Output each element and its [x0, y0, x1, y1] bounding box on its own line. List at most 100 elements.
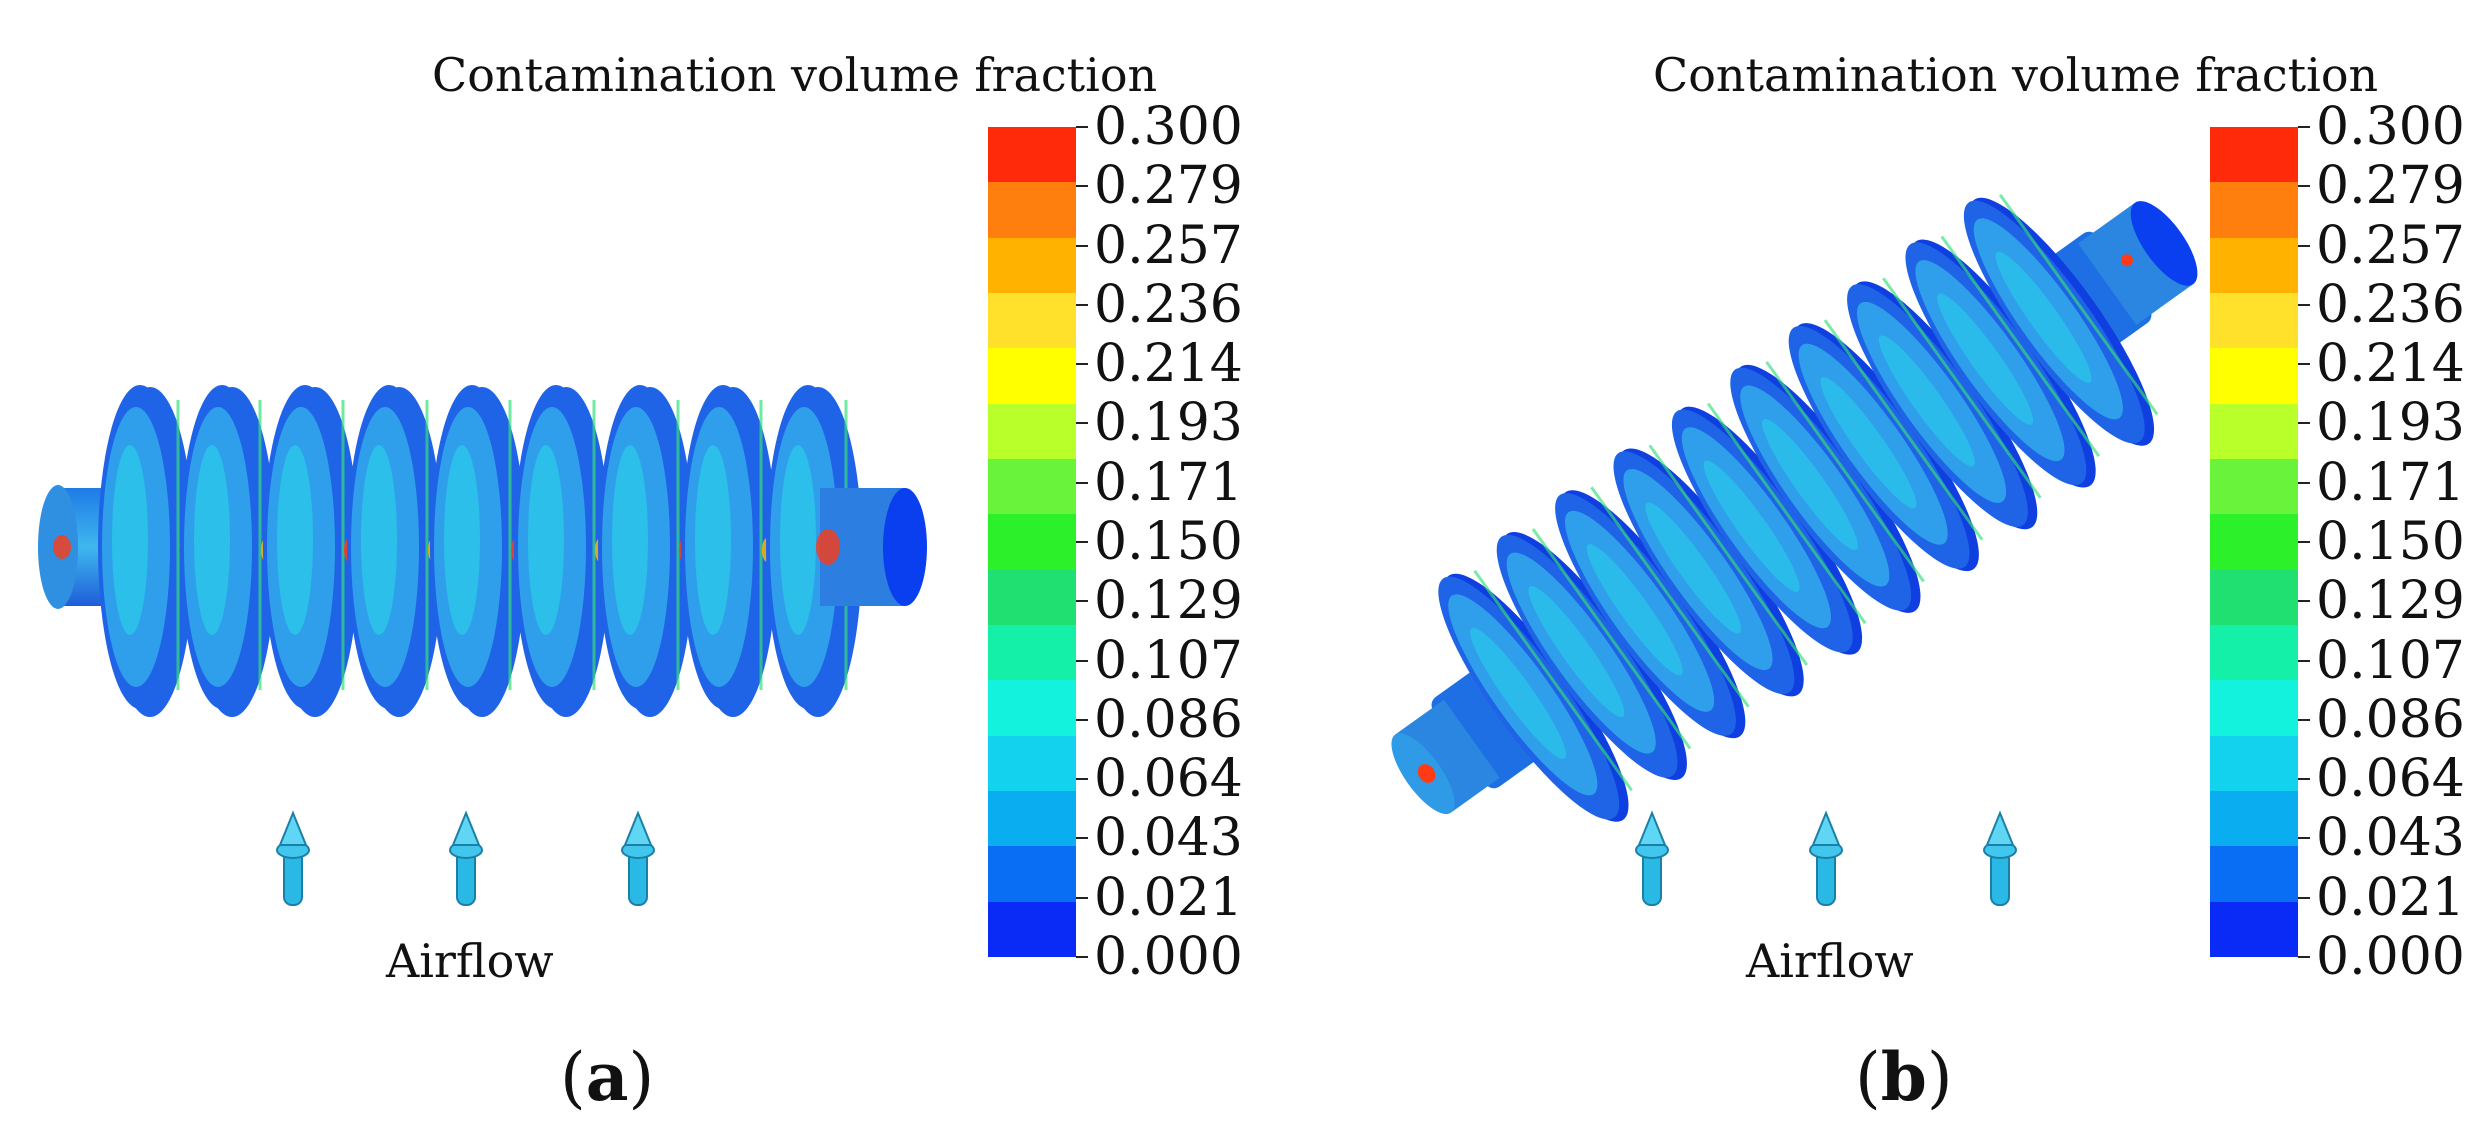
colorbar-swatch — [988, 846, 1076, 903]
shed-highlight — [1470, 627, 1566, 759]
airflow-arrow-head — [278, 810, 308, 846]
colorbar-swatch — [988, 348, 1076, 405]
colorbar-swatch — [988, 127, 1076, 183]
shed-highlight — [1762, 418, 1858, 551]
colorbar-tick-label: 0.000 — [1094, 927, 1243, 987]
colorbar-tick — [2298, 422, 2310, 425]
colorbar-swatch — [2210, 791, 2298, 847]
shed-highlight — [1995, 251, 2092, 383]
colorbar-tick — [2298, 718, 2310, 721]
colorbar-tick — [1076, 126, 1088, 128]
colorbar-tick-label: 0.214 — [1094, 334, 1243, 395]
end-fitting-right — [2078, 202, 2194, 325]
colorbar-tick — [1076, 422, 1088, 425]
insulator-core-group — [1391, 193, 2198, 822]
shed-highlight — [277, 445, 313, 635]
airflow-arrow-head — [1985, 810, 2015, 846]
legend-title: Contamination volume fraction — [1653, 48, 2379, 102]
colorbar-tick — [2298, 837, 2310, 840]
colorbar-tick — [1076, 837, 1088, 840]
colorbar-tick — [1076, 541, 1088, 543]
colorbar-tick — [1076, 718, 1088, 721]
insulator-model-tilted — [1391, 193, 2198, 906]
colorbar-tick-label: 0.086 — [1094, 689, 1243, 750]
colorbar-swatch — [2210, 237, 2298, 294]
shed-highlight — [695, 445, 731, 635]
colorbar-swatch — [988, 791, 1076, 847]
colorbar-tick — [2298, 363, 2310, 366]
shed-rim — [1940, 235, 2101, 457]
colorbar-swatch — [2210, 846, 2298, 903]
colorbar-swatch — [2210, 182, 2298, 239]
airflow-label: Airflow — [386, 934, 554, 988]
colorbar-swatch — [988, 237, 1076, 294]
colorbar-swatch — [2210, 680, 2298, 737]
shed-highlight — [1645, 502, 1742, 634]
colorbar-tick — [1076, 600, 1088, 603]
colorbar-tick — [2298, 126, 2310, 128]
colorbar-tick — [1076, 778, 1088, 781]
colorbar-swatch — [2210, 127, 2298, 183]
colorbar-swatch — [988, 901, 1076, 958]
panel-b: Contamination volume fraction 0.300 0.279… — [1239, 0, 2478, 1143]
shed-rim — [1531, 528, 1692, 750]
colorbar-swatch — [988, 625, 1076, 681]
panel-tag: (b) — [1855, 1038, 1953, 1116]
colorbar-swatch — [2210, 569, 2298, 626]
legend-title: Contamination volume fraction — [432, 48, 1158, 102]
colorbar-tick-label: 0.257 — [1094, 215, 1243, 276]
shed-highlight — [1586, 544, 1683, 676]
insulator-model-horizontal — [38, 385, 927, 906]
colorbar-tick-label: 0.021 — [2316, 867, 2465, 928]
shed-highlight — [612, 445, 648, 635]
colorbar-tick — [1076, 185, 1088, 188]
colorbar-tick — [2298, 185, 2310, 188]
colorbar-tick-label: 0.300 — [2316, 97, 2465, 157]
colorbar-tick-label: 0.193 — [1094, 393, 1243, 454]
colorbar-tick-label: 0.193 — [2316, 393, 2465, 454]
colorbar-tick-label: 0.150 — [1094, 512, 1243, 572]
colorbar-tick-label: 0.129 — [2316, 571, 2465, 632]
colorbar-tick-label: 0.257 — [2316, 215, 2465, 276]
colorbar-tick-label: 0.043 — [1094, 808, 1243, 869]
colorbar-tick — [2298, 244, 2310, 247]
airflow-arrow-head — [623, 810, 653, 846]
colorbar-tick-label: 0.043 — [2316, 808, 2465, 869]
colorbar-swatch — [988, 735, 1076, 792]
colorbar-tick — [2298, 600, 2310, 603]
colorbar-tick — [1076, 244, 1088, 247]
insulator-tilted — [1391, 193, 2198, 822]
shed-highlight — [528, 445, 564, 635]
colorbar-swatch — [988, 514, 1076, 571]
shed-rim — [1882, 277, 2042, 499]
end-cap — [2130, 201, 2198, 286]
hotspot — [2120, 254, 2133, 267]
colorbar-tick — [1076, 363, 1088, 366]
shed-highlight — [1937, 293, 2034, 425]
colorbar-tick — [1076, 303, 1088, 306]
shed-highlight — [1820, 377, 1917, 509]
shed-highlight — [194, 445, 230, 635]
colorbar-swatch — [988, 569, 1076, 626]
colorbar: 0.300 0.279 0.257 0.236 0.214 0.193 0.171 0.150… — [988, 101, 1243, 983]
colorbar-tick-label: 0.000 — [2316, 927, 2465, 987]
airflow-label: Airflow — [1746, 934, 1914, 988]
colorbar-swatch — [2210, 735, 2298, 792]
shed-rim — [1706, 402, 1867, 625]
shed-highlight — [1703, 460, 1800, 592]
colorbar-tick — [1076, 956, 1088, 958]
colorbar-tick — [2298, 541, 2310, 543]
shed-highlight — [444, 445, 480, 635]
colorbar-tick-label: 0.236 — [2316, 274, 2465, 335]
colorbar-tick-label: 0.107 — [1094, 630, 1243, 691]
shed-rim — [1765, 360, 1925, 583]
colorbar-tick-label: 0.086 — [2316, 689, 2465, 750]
shed-highlight — [1878, 335, 1975, 467]
colorbar-tick-label: 0.107 — [2316, 630, 2465, 691]
colorbar-tick — [2298, 896, 2310, 899]
colorbar-tick — [2298, 778, 2310, 781]
airflow-arrow-head — [451, 810, 481, 846]
colorbar-tick-label: 0.064 — [2316, 749, 2465, 810]
colorbar-tick-label: 0.064 — [1094, 749, 1243, 810]
colorbar-tick-label: 0.236 — [1094, 274, 1243, 335]
